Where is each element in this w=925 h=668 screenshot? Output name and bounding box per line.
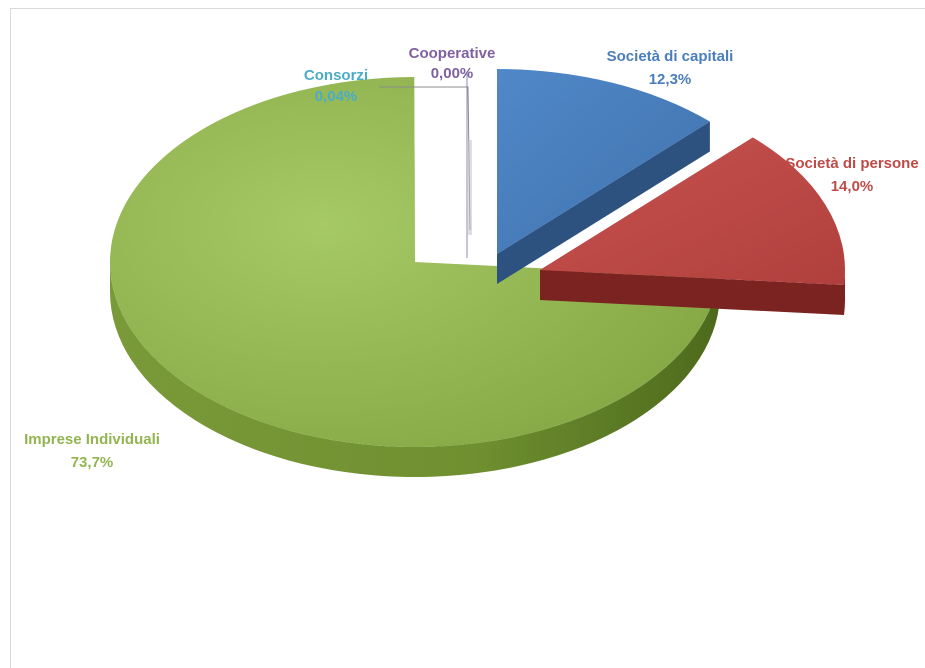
slice-societa-di-capitali	[497, 69, 710, 285]
slice-societa-di-persone-cut	[540, 270, 844, 315]
value-label-consorzi: 0,04%	[315, 88, 358, 105]
slice-societa-di-capitali-top	[497, 69, 710, 254]
slice-societa-di-persone	[540, 137, 846, 315]
slice-societa-di-persone-top	[540, 137, 845, 285]
value-label-cooperative: 0,00%	[431, 65, 474, 82]
slice-societa-di-persone-side	[843, 270, 846, 315]
pie-chart: Società di capitali 12,3% Società di perso…	[24, 45, 919, 477]
slice-societa-di-capitali-cut	[497, 121, 710, 285]
value-label-societa-di-capitali: 12,3%	[649, 71, 692, 88]
label-consorzi: Consorzi	[304, 67, 368, 84]
value-label-imprese-individuali: 73,7%	[71, 454, 114, 471]
label-societa-di-persone: Società di persone	[785, 155, 918, 172]
value-label-societa-di-persone: 14,0%	[831, 178, 874, 195]
slice-imprese-individuali-top	[109, 77, 719, 447]
slice-imprese-individuali-side	[110, 262, 719, 477]
slice-imprese-individuali	[109, 77, 719, 477]
label-cooperative: Cooperative	[409, 45, 496, 62]
label-imprese-individuali: Imprese Individuali	[24, 431, 160, 448]
label-societa-di-capitali: Società di capitali	[607, 48, 734, 65]
chart-area	[10, 8, 925, 668]
